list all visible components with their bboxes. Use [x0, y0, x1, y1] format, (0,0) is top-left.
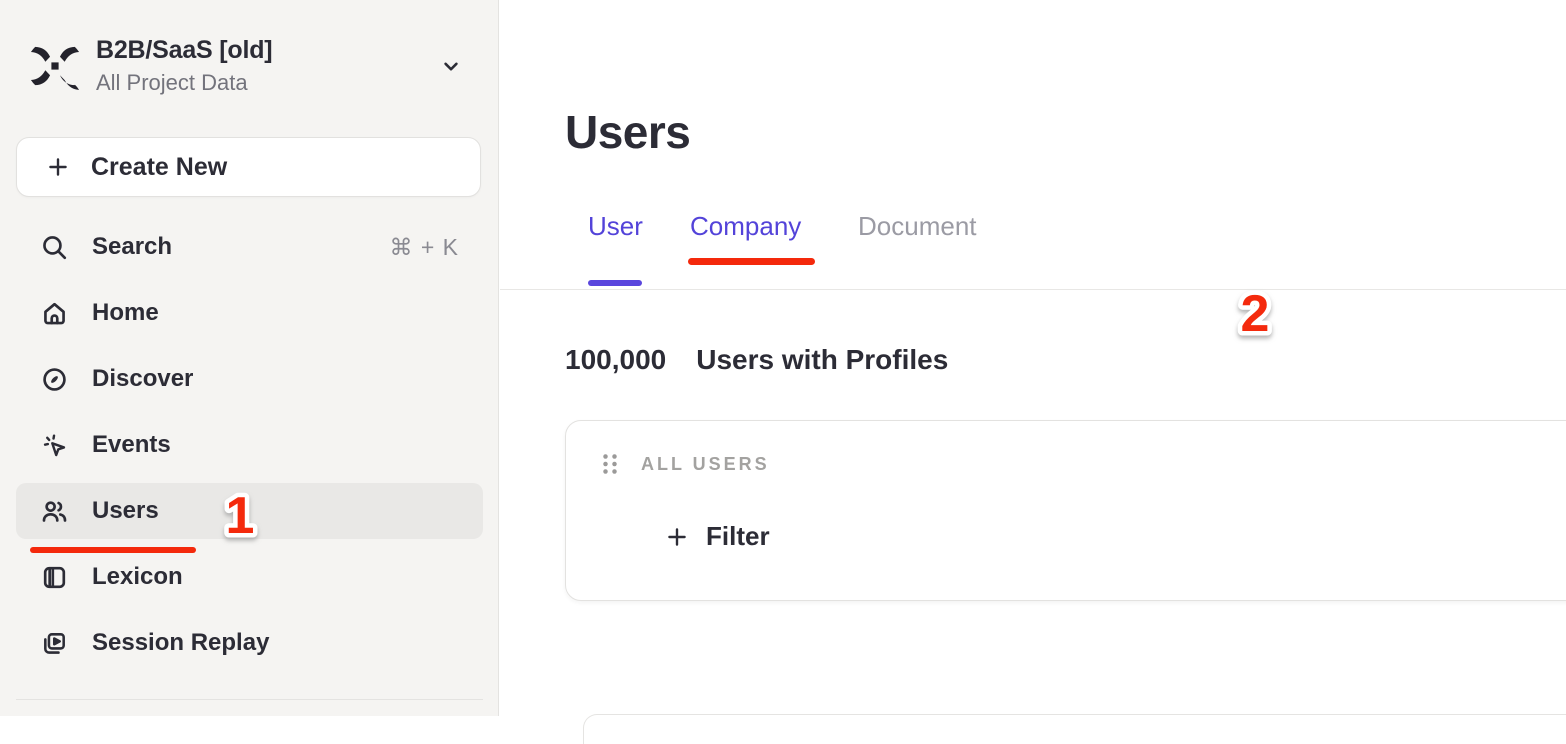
annotation-step-2-number: 2: [1241, 285, 1270, 343]
sidebar-item-session-replay[interactable]: Session Replay: [16, 615, 483, 671]
annotation-underline-company: [688, 258, 815, 265]
sidebar-item-label: Lexicon: [92, 563, 183, 590]
discover-icon: [43, 367, 66, 391]
all-users-card: ALL USERS Filter: [565, 420, 1566, 601]
plus-icon: [49, 158, 67, 176]
session-replay-icon: [44, 632, 65, 654]
add-filter-label: Filter: [706, 521, 770, 551]
sidebar-item-search[interactable]: Search ⌘ + K: [16, 219, 483, 275]
sidebar: B2B/SaaS [old] All Project Data Create N…: [0, 0, 499, 716]
events-icon: [43, 434, 66, 456]
profile-count: 100,000: [565, 344, 667, 375]
plus-icon: [668, 527, 686, 546]
main-content: Users User Company Document 2 100,000 Us…: [500, 0, 1566, 744]
sidebar-item-home[interactable]: Home: [16, 285, 483, 341]
sidebar-item-label: Users: [92, 497, 159, 524]
create-new-button[interactable]: Create New: [16, 137, 481, 197]
search-icon: [43, 235, 67, 259]
tab-bar-divider: [500, 289, 1566, 290]
annotation-underline-users: [30, 547, 196, 553]
sidebar-item-users[interactable]: Users: [16, 483, 483, 539]
sidebar-item-discover[interactable]: Discover: [16, 351, 483, 407]
mixpanel-logo: [30, 46, 80, 90]
project-name: B2B/SaaS [old]: [96, 36, 273, 65]
sidebar-item-label: Session Replay: [92, 629, 270, 656]
tab-company[interactable]: Company: [690, 211, 802, 241]
sidebar-item-lexicon[interactable]: Lexicon: [16, 549, 483, 605]
profile-count-label: Users with Profiles: [696, 344, 949, 375]
annotation-step-badge: 2: [1236, 282, 1274, 346]
users-icon: [42, 500, 67, 522]
sidebar-item-events[interactable]: Events: [16, 417, 483, 473]
drag-handle-icon[interactable]: [601, 452, 619, 476]
home-icon: [44, 302, 65, 324]
create-new-label: Create New: [91, 152, 228, 181]
profile-count-row: 100,000 Users with Profiles: [565, 344, 948, 376]
sidebar-item-label: Events: [92, 431, 171, 458]
sidebar-divider: [16, 699, 483, 700]
lexicon-icon: [43, 566, 66, 588]
chevron-down-icon: [444, 62, 458, 71]
all-users-card-header: ALL USERS: [601, 452, 770, 476]
project-data-view: All Project Data: [96, 70, 248, 96]
project-switcher[interactable]: B2B/SaaS [old] All Project Data: [28, 34, 472, 98]
annotation-step-1-number: 1: [226, 487, 255, 545]
next-card-top-edge: [583, 714, 1566, 744]
add-filter-button[interactable]: Filter: [664, 521, 770, 552]
tab-user[interactable]: User: [588, 211, 643, 241]
search-shortcut: ⌘ + K: [389, 233, 459, 260]
page-title: Users: [565, 106, 691, 158]
sidebar-nav: Search ⌘ + K Home Discover Ev: [16, 219, 483, 681]
all-users-card-title: ALL USERS: [641, 453, 770, 474]
sidebar-item-label: Home: [92, 299, 159, 326]
tab-document[interactable]: Document: [858, 211, 977, 241]
sidebar-item-label: Discover: [92, 365, 194, 392]
active-tab-indicator: [588, 280, 642, 286]
sidebar-item-label: Search: [92, 233, 173, 260]
annotation-step-badge: 1: [221, 484, 259, 548]
